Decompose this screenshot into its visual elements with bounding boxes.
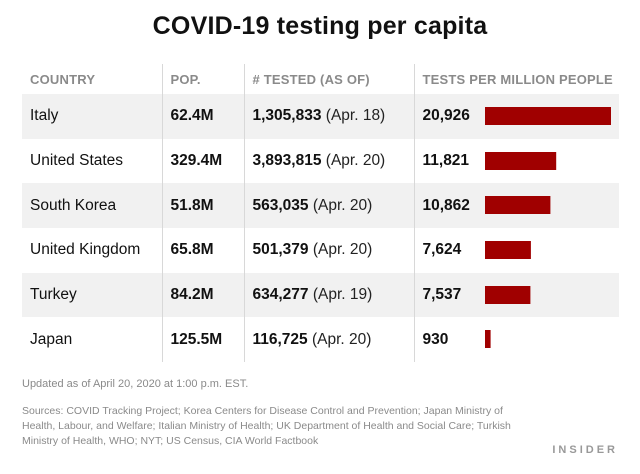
tested-count: 116,725 <box>252 330 308 348</box>
per-million-cell: 20,926 <box>413 94 619 139</box>
per-million-label: 11,821 <box>422 152 470 170</box>
updated-note: Updated as of April 20, 2020 at 1:00 p.m… <box>22 378 249 390</box>
table-row: Italy 62.4M 1,305,833 (Apr. 18) 20,926 <box>22 94 619 139</box>
bar-italy <box>484 107 611 125</box>
column-header-pop: POP. <box>161 64 244 94</box>
tested-count: 563,035 <box>252 196 309 214</box>
per-million-label: 7,537 <box>422 286 462 304</box>
population-cell: 62.4M <box>161 94 244 139</box>
country-cell: United Kingdom <box>30 241 141 259</box>
bar-united-kingdom <box>484 241 531 260</box>
as-of-date: (Apr. 20) <box>312 330 372 348</box>
population-cell: 51.8M <box>161 183 244 229</box>
per-million-cell: 7,624 <box>413 228 619 273</box>
tested-count: 501,379 <box>252 241 309 259</box>
bar-south-korea <box>484 196 550 215</box>
table-row: Japan 125.5M 116,725 (Apr. 20) 930 <box>22 317 619 363</box>
tested-cell: 634,277 (Apr. 19) <box>243 272 414 318</box>
country-cell: Italy <box>22 94 162 139</box>
as-of-date: (Apr. 20) <box>325 152 386 170</box>
population-cell: 84.2M <box>161 272 244 318</box>
tested-cell: 3,893,815 (Apr. 20) <box>243 138 414 184</box>
per-million-cell: 7,537 <box>413 272 619 318</box>
per-million-label: 10,862 <box>422 196 470 214</box>
country-cell: South Korea <box>22 183 162 229</box>
population-cell: 329.4M <box>161 138 244 184</box>
table-row: Turkey 84.2M 634,277 (Apr. 19) 7,537 <box>22 272 619 318</box>
as-of-date: (Apr. 20) <box>312 241 373 259</box>
tested-cell: 501,379 (Apr. 20) <box>243 228 414 273</box>
country-cell: Japan <box>30 330 73 348</box>
per-million-cell: 930 <box>413 317 619 363</box>
header-row: COUNTRY POP. # TESTED (AS OF) TESTS PER … <box>22 64 619 94</box>
bar-track <box>484 107 611 125</box>
bar-track <box>484 241 531 260</box>
tested-cell: 563,035 (Apr. 20) <box>243 183 414 229</box>
testing-table: COUNTRY POP. # TESTED (AS OF) TESTS PER … <box>22 64 619 363</box>
bar-japan <box>484 330 491 349</box>
as-of-date: (Apr. 18) <box>325 107 386 125</box>
insider-logo: INSIDER <box>552 444 618 456</box>
tested-cell: 1,305,833 (Apr. 18) <box>243 94 414 139</box>
as-of-date: (Apr. 20) <box>312 196 373 214</box>
per-million-cell: 11,821 <box>413 138 619 184</box>
population-cell: 65.8M <box>161 228 244 273</box>
population-cell: 125.5M <box>161 317 244 363</box>
bar-turkey <box>484 285 530 304</box>
table-row: United Kingdom 65.8M 501,379 (Apr. 20) 7,62… <box>22 228 619 273</box>
bar-track <box>484 285 530 304</box>
bar-track <box>484 196 550 215</box>
per-million-cell: 10,862 <box>413 183 619 229</box>
column-header-tested: # TESTED (AS OF) <box>243 64 414 94</box>
bar-track <box>484 151 556 170</box>
per-million-label: 930 <box>422 330 449 348</box>
tested-count: 3,893,815 <box>252 152 322 170</box>
per-million-label: 7,624 <box>422 241 462 259</box>
table-row: United States 329.4M 3,893,815 (Apr. 20) 11… <box>22 138 619 184</box>
country-cell: Turkey <box>22 272 162 318</box>
tested-count: 634,277 <box>252 286 309 304</box>
per-million-label: 20,926 <box>422 107 470 125</box>
chart-title: COVID-19 testing per capita <box>152 12 488 40</box>
as-of-date: (Apr. 19) <box>312 286 373 304</box>
bar-united-states <box>484 151 556 170</box>
table-row: South Korea 51.8M 563,035 (Apr. 20) 10,862 <box>22 183 619 229</box>
country-cell: United States <box>30 152 124 170</box>
column-header-per-million: TESTS PER MILLION PEOPLE <box>413 64 619 94</box>
bar-track <box>484 330 491 349</box>
tested-cell: 116,725 (Apr. 20) <box>243 317 414 363</box>
table-body: Italy 62.4M 1,305,833 (Apr. 18) 20,926 Unite… <box>22 94 619 363</box>
column-header-country: COUNTRY <box>30 71 96 87</box>
sources-note: Sources: COVID Tracking Project; Korea C… <box>22 405 511 447</box>
tested-count: 1,305,833 <box>252 107 322 125</box>
